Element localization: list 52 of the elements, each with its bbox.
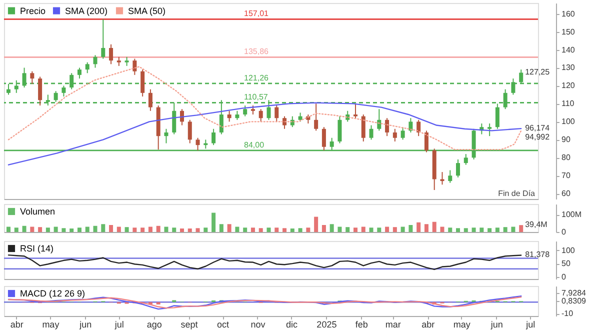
y-tick-label: 160 — [562, 9, 576, 18]
legend-label: Precio — [20, 6, 46, 16]
y-tick-label: 100 — [562, 117, 576, 126]
legend-label: SMA (50) — [128, 6, 166, 16]
y-tick-label: 150 — [562, 27, 576, 36]
ref-line-label: 84,00 — [244, 140, 265, 150]
legend-label: SMA (200) — [65, 6, 108, 16]
annotation: 39,4M — [525, 220, 548, 230]
x-tick-label: may — [453, 320, 471, 330]
legend-label: MACD (12 26 9) — [20, 288, 86, 298]
annotation: 96,174 — [525, 124, 550, 133]
ref-line-label: 110,57 — [244, 92, 268, 102]
y-tick-label: 100 — [562, 246, 576, 255]
legend-label: Volumen — [20, 206, 56, 216]
x-tick-label: nov — [250, 320, 266, 330]
x-tick-label: sept — [180, 320, 198, 330]
x-tick-label: jul — [114, 320, 124, 330]
y-tick-label: 140 — [562, 45, 576, 54]
y-tick-label: 0,8309 — [562, 296, 587, 306]
x-tick-label: abr — [422, 320, 435, 330]
y-tick-label: 90 — [562, 135, 571, 144]
x-tick-label: jun — [78, 320, 92, 330]
x-tick-label: 2025 — [316, 320, 337, 330]
x-tick-label: dic — [286, 320, 298, 330]
ref-line-label: 121,26 — [244, 73, 270, 82]
x-tick-label: ago — [146, 320, 162, 330]
x-tick-label: oct — [217, 320, 230, 330]
y-tick-label: 60 — [562, 189, 571, 198]
annotation: 127,25 — [525, 68, 550, 77]
y-tick-label: 80 — [562, 153, 571, 162]
y-tick-label: -10 — [562, 309, 574, 318]
x-tick-label: abr — [10, 320, 24, 330]
x-tick-label: jul — [525, 320, 536, 330]
ref-line-label: 135,86 — [244, 47, 270, 56]
ref-line-label: 157,01 — [244, 9, 270, 18]
x-tick-label: mar — [385, 320, 401, 330]
y-tick-label: 100M — [562, 210, 582, 219]
y-tick-label: 130 — [562, 63, 576, 72]
y-tick-label: 0 — [562, 272, 566, 282]
legend-label: RSI (14) — [20, 244, 54, 254]
y-tick-label: 7,9284 — [562, 288, 587, 298]
x-tick-label: jun — [490, 320, 503, 330]
annotation: 81,378 — [525, 250, 550, 260]
y-tick-label: 110 — [562, 99, 575, 108]
x-tick-label: may — [42, 320, 60, 330]
y-tick-label: 70 — [562, 171, 571, 180]
annotation: Fin de Día — [498, 189, 536, 198]
y-tick-label: 50 — [562, 259, 571, 268]
annotation: 94,992 — [525, 132, 550, 142]
y-tick-label: 0 — [562, 228, 566, 236]
y-tick-label: 120 — [562, 81, 576, 90]
x-tick-label: feb — [355, 320, 368, 330]
